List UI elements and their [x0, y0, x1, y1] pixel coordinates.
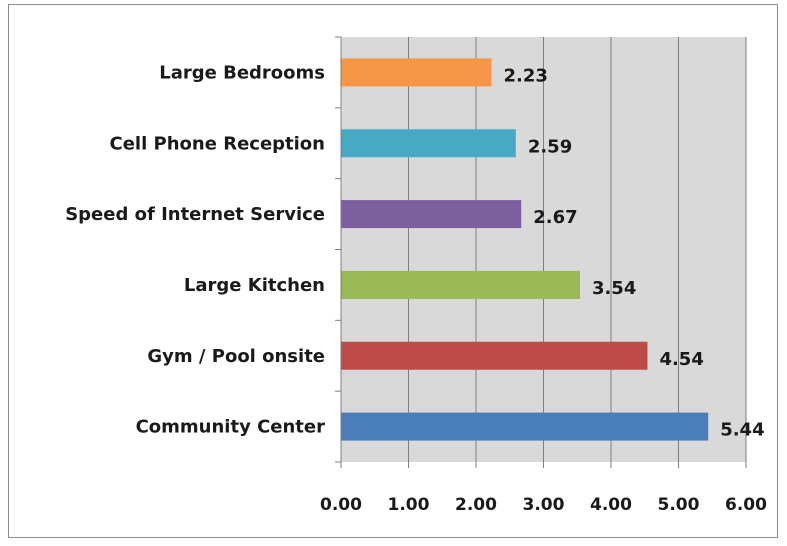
bar — [341, 270, 580, 299]
data-label: 5.44 — [720, 420, 764, 441]
category-label: Cell Phone Reception — [110, 133, 325, 154]
x-tick-label: 6.00 — [725, 495, 767, 515]
bar — [341, 341, 648, 370]
x-tick-label: 3.00 — [523, 495, 565, 515]
bar — [341, 129, 516, 158]
bar — [341, 58, 492, 87]
chart-frame: 0.00 1.00 2.00 3.00 4.00 5.00 6.00 Community Ce… — [8, 4, 778, 538]
labels: 0.00 1.00 2.00 3.00 4.00 5.00 6.00 Community Ce… — [65, 62, 767, 515]
data-label: 4.54 — [659, 349, 703, 370]
x-tick-label: 1.00 — [388, 495, 430, 515]
bar — [341, 200, 522, 229]
data-label: 3.54 — [592, 278, 636, 299]
x-tick-label: 2.00 — [455, 495, 497, 515]
gridlines — [408, 37, 747, 462]
x-tick-label: 5.00 — [658, 495, 700, 515]
category-label: Speed of Internet Service — [65, 204, 325, 225]
bars — [341, 58, 709, 441]
category-label: Large Bedrooms — [159, 62, 325, 83]
x-tick-label: 0.00 — [320, 495, 362, 515]
data-label: 2.67 — [533, 207, 577, 228]
data-label: 2.23 — [504, 65, 548, 86]
bar — [341, 412, 709, 441]
category-label: Gym / Pool onsite — [147, 346, 325, 367]
category-label: Community Center — [136, 417, 326, 438]
bar-chart: 0.00 1.00 2.00 3.00 4.00 5.00 6.00 Community Ce… — [65, 36, 767, 515]
data-label: 2.59 — [528, 136, 572, 157]
category-label: Large Kitchen — [184, 275, 325, 296]
x-tick-label: 4.00 — [590, 495, 632, 515]
axes — [335, 36, 747, 468]
